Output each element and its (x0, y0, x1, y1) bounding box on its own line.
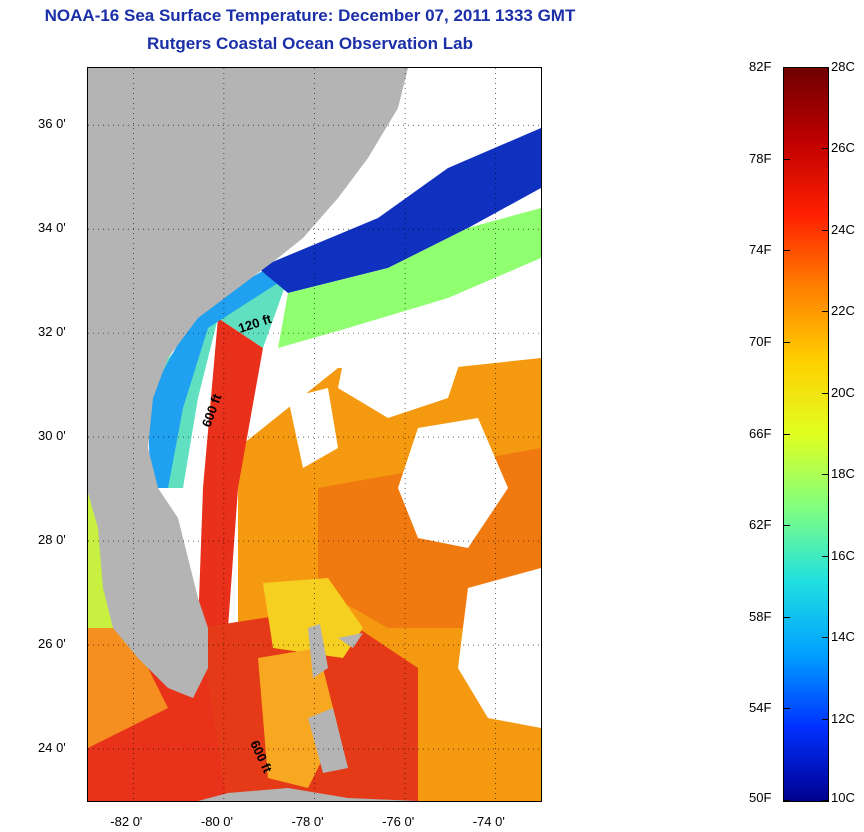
colorbar-tick (822, 311, 828, 313)
colorbar-celsius-label: 28C (831, 59, 855, 74)
colorbar-tick (784, 800, 790, 801)
cloud-patch (398, 418, 508, 548)
colorbar-fahrenheit-label: 78F (749, 150, 772, 166)
lon-tick-label: -82 0' (110, 814, 143, 829)
colorbar-tick (822, 67, 828, 68)
lat-tick-label: 24 0' (38, 740, 66, 755)
colorbar-celsius-label: 16C (831, 547, 855, 563)
colorbar-tick (822, 718, 828, 720)
colorbar-tick (784, 67, 790, 68)
sst-gulf-orange (88, 628, 168, 748)
land-us-coast (88, 68, 408, 698)
colorbar-fahrenheit-label: 58F (749, 608, 772, 624)
colorbar-tick (822, 392, 828, 394)
sst-mid-gradient (278, 208, 541, 348)
colorbar-tick (784, 616, 790, 618)
colorbar-celsius-label: 10C (831, 790, 855, 805)
land-cuba (198, 788, 418, 801)
colorbar-tick (784, 433, 790, 435)
colorbar-fahrenheit-label: 74F (749, 242, 772, 258)
colorbar-tick (822, 229, 828, 231)
sst-map: 120 ft 600 ft 600 ft (87, 67, 542, 802)
lat-tick-label: 26 0' (38, 636, 66, 652)
colorbar-tick (822, 474, 828, 476)
colorbar-tick (784, 158, 790, 160)
colorbar-tick (822, 555, 828, 557)
lon-tick-label: -80 0' (200, 814, 234, 829)
colorbar-celsius-label: 12C (831, 710, 855, 726)
sst-cool-nearshore (148, 268, 278, 488)
colorbar-celsius-label: 22C (831, 303, 855, 319)
colorbar-tick (784, 525, 790, 527)
colorbar-fahrenheit-label: 62F (749, 517, 772, 533)
lon-tick-label: -78 0' (291, 814, 324, 829)
lat-tick-label: 32 0' (38, 324, 66, 340)
land-bahamas (308, 708, 348, 773)
cloud-patch (288, 388, 338, 468)
cloud-patch (458, 568, 541, 728)
map-subtitle: Rutgers Coastal Ocean Observation Lab (147, 34, 473, 53)
colorbar-tick (822, 637, 828, 639)
lat-tick-label: 36 0' (38, 116, 66, 132)
land-bahamas (338, 633, 363, 648)
map-grid (88, 68, 541, 801)
colorbar-celsius-label: 14C (831, 629, 855, 645)
colorbar-tick (784, 250, 790, 252)
land-bahamas (308, 624, 328, 678)
colorbar-tick (784, 341, 790, 343)
colorbar-tick (822, 148, 828, 150)
colorbar-tick (822, 800, 828, 801)
colorbar-celsius-label: 18C (831, 466, 855, 482)
colorbar-fahrenheit-label: 70F (749, 333, 772, 349)
lat-tick-label: 30 0' (38, 428, 66, 444)
colorbar-fahrenheit-label: 66F (749, 425, 772, 441)
lat-tick-label: 28 0' (38, 532, 66, 548)
colorbar-celsius-label: 24C (831, 221, 855, 237)
lon-tick-label: -76 0' (382, 814, 415, 829)
sst-map-canvas: 120 ft 600 ft 600 ft (88, 68, 541, 801)
colorbar-fahrenheit-label: 54F (749, 700, 772, 716)
cloud-patch (338, 318, 468, 418)
colorbar-tick (784, 708, 790, 710)
lat-tick-label: 34 0' (38, 220, 66, 236)
sst-shelf-gradient (158, 278, 288, 488)
lon-tick-label: -74 0' (472, 814, 505, 829)
sst-colorbar (783, 67, 829, 802)
sst-cold-shelf (258, 128, 541, 293)
colorbar-fahrenheit-label: 50F (749, 790, 772, 805)
map-title: NOAA-16 Sea Surface Temperature: Decembe… (44, 6, 576, 25)
colorbar-fahrenheit-label: 82F (749, 59, 772, 74)
colorbar-celsius-label: 20C (831, 384, 855, 400)
colorbar-celsius-label: 26C (831, 140, 855, 156)
